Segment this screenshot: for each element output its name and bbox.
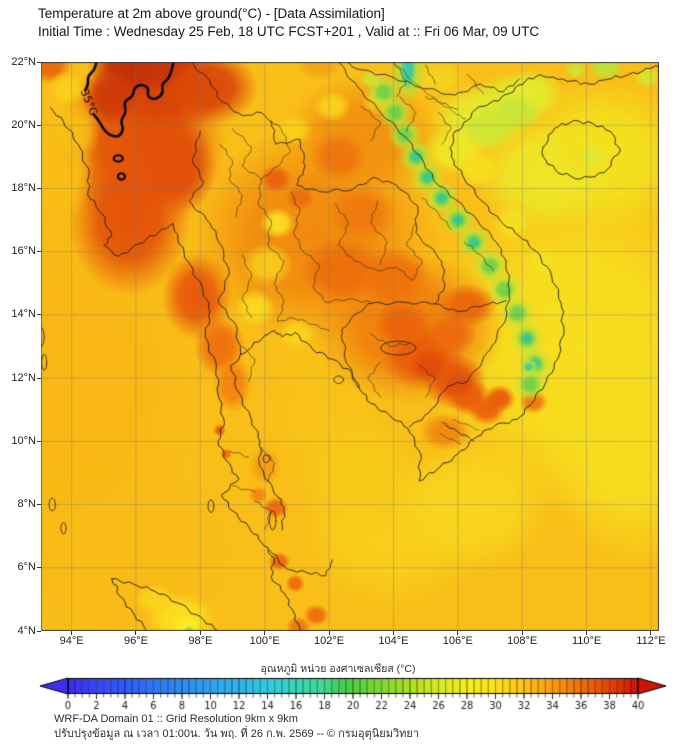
header: Temperature at 2m above ground(°C) - [Da… [38, 5, 539, 41]
lon-tickmark [586, 631, 588, 635]
lon-tickmark [457, 631, 459, 635]
lon-tick-label: 112°E [636, 635, 666, 647]
lat-tick-label: 22°N [11, 55, 36, 68]
map-plot-area [41, 62, 659, 631]
lon-tick-label: 96°E [123, 635, 148, 647]
lat-tick-label: 4°N [17, 624, 36, 637]
lat-tick-label: 6°N [17, 561, 36, 574]
lon-tick-label: 104°E [378, 635, 409, 647]
temperature-map-canvas [41, 62, 659, 631]
lat-tick-label: 8°N [17, 498, 36, 511]
lon-tickmark [71, 631, 73, 635]
lat-tickmark [37, 187, 41, 189]
colorbar [0, 676, 676, 722]
lon-tick-label: 98°E [188, 635, 213, 647]
lon-tickmark [199, 631, 201, 635]
lat-tickmark [37, 251, 41, 253]
lon-tick-label: 94°E [59, 635, 84, 647]
lat-tickmark [37, 440, 41, 442]
lat-tick-label: 12°N [11, 371, 36, 384]
lon-tickmark [135, 631, 137, 635]
footer: WRF-DA Domain 01 :: Grid Resolution 9km … [54, 712, 419, 741]
lat-tickmark [37, 124, 41, 126]
lon-tickmark [650, 631, 652, 635]
lon-tick-label: 108°E [507, 635, 538, 647]
lon-tick-label: 106°E [442, 635, 473, 647]
lat-tickmark [37, 377, 41, 379]
lon-tick-label: 110°E [571, 635, 602, 647]
colorbar-label: อุณหภูมิ หน่วย องศาเซลเซียส (°C) [260, 663, 416, 675]
footer-update-info: ปรับปรุงข้อมูล ณ เวลา 01:00น. วัน พฤ. ที… [54, 727, 419, 740]
lat-tickmark [37, 504, 41, 506]
lon-tickmark [521, 631, 523, 635]
lon-tickmark [328, 631, 330, 635]
lat-tickmark [37, 630, 41, 632]
footer-domain-info: WRF-DA Domain 01 :: Grid Resolution 9km … [54, 713, 298, 725]
lat-tickmark [37, 314, 41, 316]
page-subtitle: Initial Time : Wednesday 25 Feb, 18 UTC … [38, 24, 540, 39]
lat-tickmark [37, 567, 41, 569]
lon-tickmark [264, 631, 266, 635]
lon-tick-label: 100°E [249, 635, 280, 647]
lat-tickmark [37, 61, 41, 63]
lat-tick-label: 14°N [11, 308, 36, 321]
lat-tick-label: 20°N [11, 118, 36, 131]
page-title: Temperature at 2m above ground(°C) - [Da… [38, 6, 385, 21]
lon-tick-label: 102°E [314, 635, 345, 647]
lon-tickmark [392, 631, 394, 635]
lat-tick-label: 10°N [11, 434, 36, 447]
lat-tick-label: 16°N [11, 245, 36, 258]
lat-tick-label: 18°N [11, 181, 36, 194]
